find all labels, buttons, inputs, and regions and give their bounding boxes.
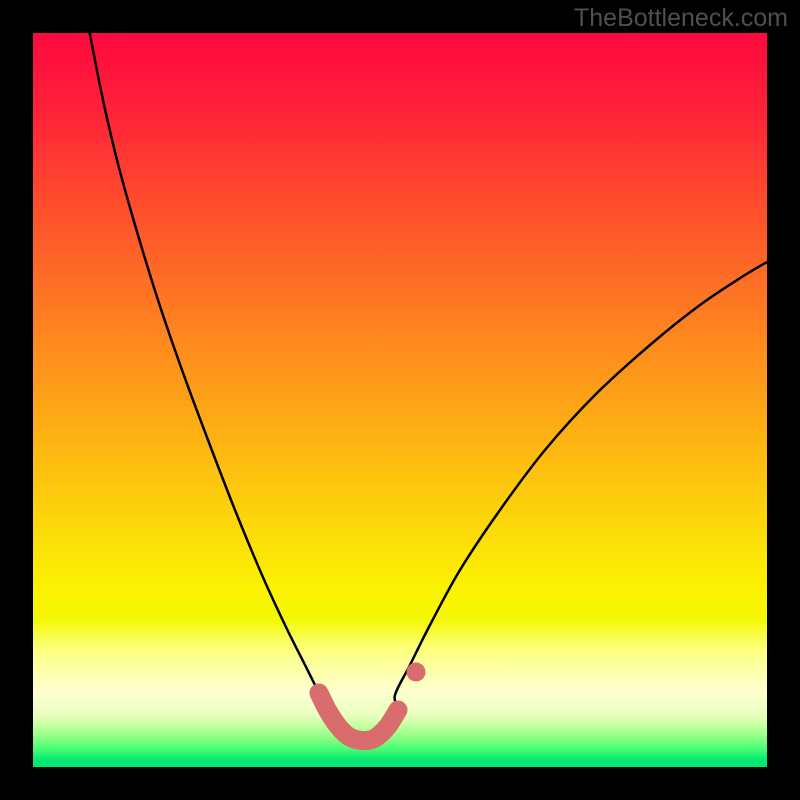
plot-background — [33, 33, 767, 767]
chart-frame: TheBottleneck.com — [0, 0, 800, 800]
highlight-dot — [407, 663, 426, 682]
bottleneck-chart-svg — [0, 0, 800, 800]
